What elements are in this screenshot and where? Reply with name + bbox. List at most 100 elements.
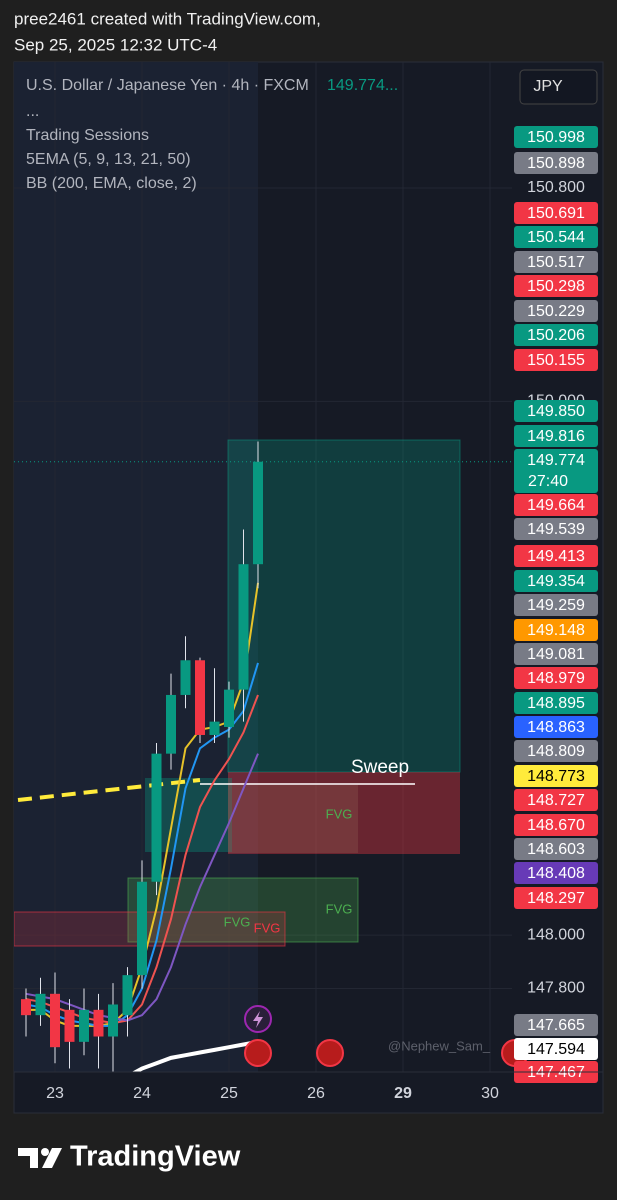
candle-body	[151, 753, 162, 882]
price-tag	[514, 570, 598, 592]
price-tag	[514, 814, 598, 836]
annotation: FVG	[254, 920, 281, 935]
annotation: FVG	[326, 806, 353, 821]
price-tag-label: 149.354	[527, 573, 585, 590]
price-tag-label: 148.297	[527, 890, 585, 907]
x-tick-label: 23	[46, 1085, 64, 1102]
price-tag	[514, 425, 598, 447]
candle-body	[166, 694, 176, 754]
price-tag-label: 148.727	[527, 792, 585, 809]
price-tag	[514, 1038, 598, 1060]
price-tag-label: 149.148	[527, 622, 585, 639]
currency-label: JPY	[533, 78, 563, 95]
candle-body	[79, 1009, 89, 1042]
price-tag-label: 150.691	[527, 205, 585, 222]
price-tag-label: 149.259	[527, 597, 585, 614]
y-tick-label: 148.000	[527, 926, 585, 943]
price-tag	[514, 667, 598, 689]
price-tag-label: 150.544	[527, 229, 585, 246]
price-tag-label: 148.809	[527, 743, 585, 760]
indicator-line	[131, 1039, 259, 1072]
price-tag-label: 149.081	[527, 646, 585, 663]
price-tag	[514, 545, 598, 567]
price-tag-label: 148.863	[527, 719, 585, 736]
price-tag-label: 150.517	[527, 254, 585, 271]
price-tag-label: 148.895	[527, 695, 585, 712]
price-tag	[514, 765, 598, 787]
candle-body	[35, 993, 46, 1016]
brand: TradingView	[70, 1141, 241, 1173]
candle-body	[64, 1009, 75, 1042]
candle-body	[238, 564, 249, 690]
event-icon[interactable]	[316, 1039, 344, 1067]
price-tag-label: 147.665	[527, 1017, 585, 1034]
watermark: @Nephew_Sam_	[388, 1038, 491, 1053]
price-tag	[514, 251, 598, 273]
header-line: Sep 25, 2025 12:32 UTC-4	[14, 35, 217, 54]
candle-body	[21, 999, 31, 1016]
currency-button[interactable]	[519, 69, 598, 105]
candle-body	[108, 1004, 118, 1037]
price-tag-label: 149.850	[527, 403, 585, 420]
price-tag	[514, 324, 598, 346]
price-tag-label: 148.670	[527, 817, 585, 834]
annotation: Sweep	[351, 757, 409, 778]
price-tag	[514, 518, 598, 540]
indicator-label: BB (200, EMA, close, 2)	[26, 175, 197, 192]
candle-body	[253, 461, 263, 565]
indicator-label: 5EMA (5, 9, 13, 21, 50)	[26, 151, 191, 168]
event-icon[interactable]	[244, 1039, 272, 1067]
price-tag	[514, 887, 598, 909]
price-tag	[514, 152, 598, 174]
candle-body	[122, 975, 133, 1016]
countdown: 27:40	[528, 473, 568, 490]
price-tag-label: 147.467	[527, 1064, 585, 1081]
price-tag	[514, 494, 598, 516]
logo	[18, 1148, 62, 1168]
price-tag	[514, 349, 598, 371]
stop-zone	[228, 772, 460, 854]
logo-mark	[42, 1148, 62, 1168]
candle-body	[180, 660, 191, 695]
price-tag	[514, 449, 598, 493]
price-tag-label: 148.603	[527, 841, 585, 858]
price-tag-label: 148.773	[527, 768, 585, 785]
price-tag	[514, 226, 598, 248]
price-tag-label: 147.594	[527, 1041, 585, 1058]
price-tag	[514, 400, 598, 422]
price-tag	[514, 126, 598, 148]
x-tick-label: 24	[133, 1085, 151, 1102]
annotation: FVG	[326, 901, 353, 916]
price-tag	[514, 740, 598, 762]
logo-mark	[41, 1148, 49, 1156]
candle-body	[209, 721, 220, 735]
price-tag-label: 149.774	[527, 452, 585, 469]
x-tick-label: 29	[394, 1085, 412, 1102]
price-tag	[514, 619, 598, 641]
price-tag-label: 149.539	[527, 521, 585, 538]
indicator-label: Trading Sessions	[26, 127, 149, 144]
y-tick-label: 150.800	[527, 179, 585, 196]
candle-body	[50, 993, 60, 1048]
price-tag	[514, 202, 598, 224]
x-tick-label: 30	[481, 1085, 499, 1102]
session-line	[17, 778, 201, 802]
price-tag-label: 149.413	[527, 548, 585, 565]
logo-mark	[18, 1148, 38, 1168]
price-tag	[514, 300, 598, 322]
price-tag	[514, 789, 598, 811]
y-tick-label: 147.800	[527, 980, 585, 997]
candle-body	[224, 689, 234, 727]
fvg-box	[228, 785, 358, 853]
price-tag	[514, 692, 598, 714]
price-tag-label: 150.229	[527, 303, 585, 320]
price-tag-label: 149.816	[527, 428, 585, 445]
indicator-label: ...	[26, 103, 39, 120]
price-tag	[514, 275, 598, 297]
price-tag-label: 150.206	[527, 327, 585, 344]
price-tag-label: 148.408	[527, 865, 585, 882]
candle-body	[195, 660, 205, 735]
header-line: pree2461 created with TradingView.com,	[14, 9, 321, 28]
